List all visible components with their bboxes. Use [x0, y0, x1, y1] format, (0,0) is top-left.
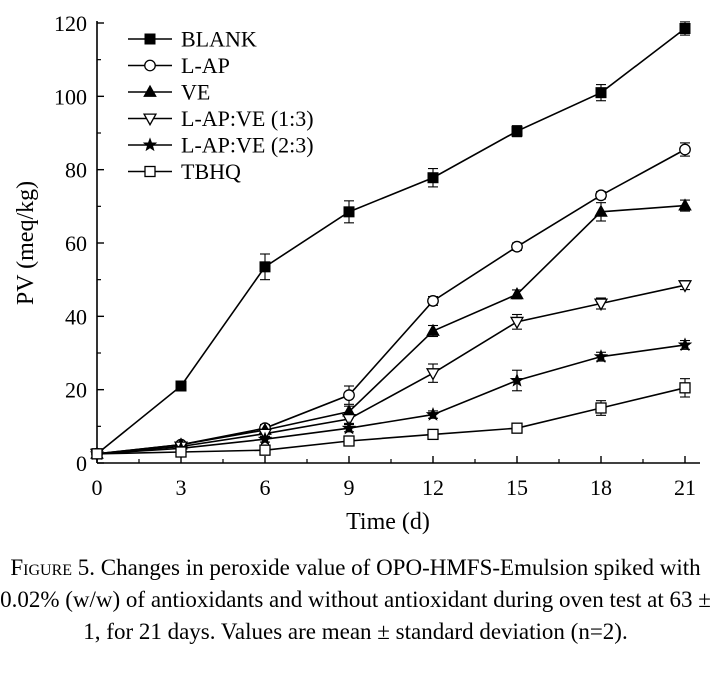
- data-point-blank: [175, 380, 187, 392]
- data-point-blank: [343, 206, 355, 218]
- y-tick-label: 60: [65, 231, 87, 256]
- legend-item-l-ap-ve-1-3: L-AP:VE (1:3): [128, 106, 314, 131]
- x-tick-label: 15: [506, 475, 528, 500]
- legend-item-ve: VE: [128, 80, 210, 105]
- data-point-l-ap: [595, 189, 607, 202]
- data-point-tbhq: [679, 382, 691, 394]
- data-point-tbhq: [259, 444, 271, 456]
- data-point-l-ap-ve-2-3: [677, 337, 693, 352]
- legend-marker-l-ap: [144, 59, 156, 72]
- figure-label: Figure 5.: [10, 555, 96, 580]
- data-point-blank: [511, 125, 523, 137]
- legend-label-ve: VE: [181, 80, 210, 105]
- data-point-l-ap-ve-1-3: [425, 368, 441, 381]
- legend-marker-blank: [144, 33, 156, 45]
- y-tick-label: 20: [65, 378, 87, 403]
- data-point-l-ap: [679, 143, 691, 156]
- legend-item-l-ap: L-AP: [128, 53, 230, 78]
- y-tick-label: 100: [54, 84, 87, 109]
- data-point-l-ap-ve-1-3: [677, 280, 693, 293]
- series-line-l-ap-ve-2-3: [96, 344, 686, 455]
- data-point-blank: [259, 261, 271, 273]
- x-tick-label: 6: [260, 475, 271, 500]
- y-tick-label: 0: [76, 451, 87, 476]
- legend-marker-l-ap-ve-1-3: [142, 113, 158, 127]
- data-point-l-ap-ve-2-3: [509, 372, 525, 387]
- x-tick-label: 18: [590, 475, 612, 500]
- axes: 0 3 6 9 12 15 18 21 0 20 40 60 80 100 120: [54, 11, 700, 500]
- x-tick-label: 21: [674, 475, 696, 500]
- data-point-l-ap: [511, 240, 523, 253]
- legend-label-l-ap-ve-2-3: L-AP:VE (2:3): [181, 133, 314, 158]
- data-point-l-ap-ve-2-3: [341, 420, 357, 435]
- legend-marker-l-ap-ve-2-3: [142, 137, 158, 152]
- data-point-blank: [595, 87, 607, 99]
- legend-item-blank: BLANK: [128, 27, 257, 52]
- caption-text: Changes in peroxide value of OPO-HMFS-Em…: [0, 555, 711, 644]
- data-point-l-ap-ve-2-3: [593, 349, 609, 363]
- legend-label-tbhq: TBHQ: [181, 159, 241, 184]
- legend-marker-tbhq: [144, 165, 156, 178]
- series-line-l-ap-ve-1-3: [96, 284, 686, 455]
- series-line-blank: [96, 27, 686, 455]
- data-point-tbhq: [175, 446, 187, 458]
- legend-item-l-ap-ve-2-3: L-AP:VE (2:3): [128, 133, 314, 158]
- legend-marker-ve: [143, 84, 157, 97]
- legend-label-blank: BLANK: [181, 27, 257, 52]
- data-point-l-ap-ve-1-3: [593, 298, 609, 312]
- data-point-l-ap-ve-2-3: [257, 431, 273, 446]
- x-tick-label: 9: [344, 475, 355, 500]
- legend-item-tbhq: TBHQ: [128, 159, 241, 184]
- series-line-tbhq: [96, 387, 686, 455]
- data-point-tbhq: [343, 435, 355, 447]
- y-tick-label: 80: [65, 158, 87, 183]
- series-markers: [89, 23, 693, 462]
- series-line-ve: [96, 204, 686, 455]
- y-axis-label: PV (meq/kg): [13, 181, 39, 305]
- data-point-blank: [679, 23, 691, 34]
- data-point-ve: [426, 323, 440, 336]
- legend-label-l-ap-ve-1-3: L-AP:VE (1:3): [181, 106, 314, 131]
- x-axis-label: Time (d): [346, 509, 430, 535]
- y-tick-label: 120: [54, 11, 87, 36]
- x-tick-label: 12: [422, 475, 444, 500]
- figure-caption: Figure 5. Changes in peroxide value of O…: [0, 552, 711, 648]
- data-point-l-ap: [343, 389, 355, 402]
- data-point-l-ap: [427, 295, 439, 307]
- data-point-l-ap-ve-1-3: [341, 413, 357, 427]
- data-point-l-ap-ve-2-3: [425, 406, 441, 421]
- data-point-l-ap-ve-1-3: [509, 316, 525, 330]
- legend-label-l-ap: L-AP: [181, 53, 230, 78]
- data-point-tbhq: [427, 428, 439, 441]
- data-point-ve: [594, 204, 608, 217]
- y-tick-label: 40: [65, 304, 87, 329]
- error-bars: [176, 21, 690, 455]
- data-point-tbhq: [511, 422, 523, 434]
- data-point-ve: [510, 287, 524, 300]
- x-tick-label: 3: [176, 475, 187, 500]
- data-point-tbhq: [91, 448, 103, 460]
- x-tick-label: 0: [92, 475, 103, 500]
- series-lines: [96, 27, 686, 455]
- data-point-ve: [678, 198, 692, 211]
- data-point-tbhq: [595, 402, 607, 414]
- data-point-blank: [427, 172, 439, 184]
